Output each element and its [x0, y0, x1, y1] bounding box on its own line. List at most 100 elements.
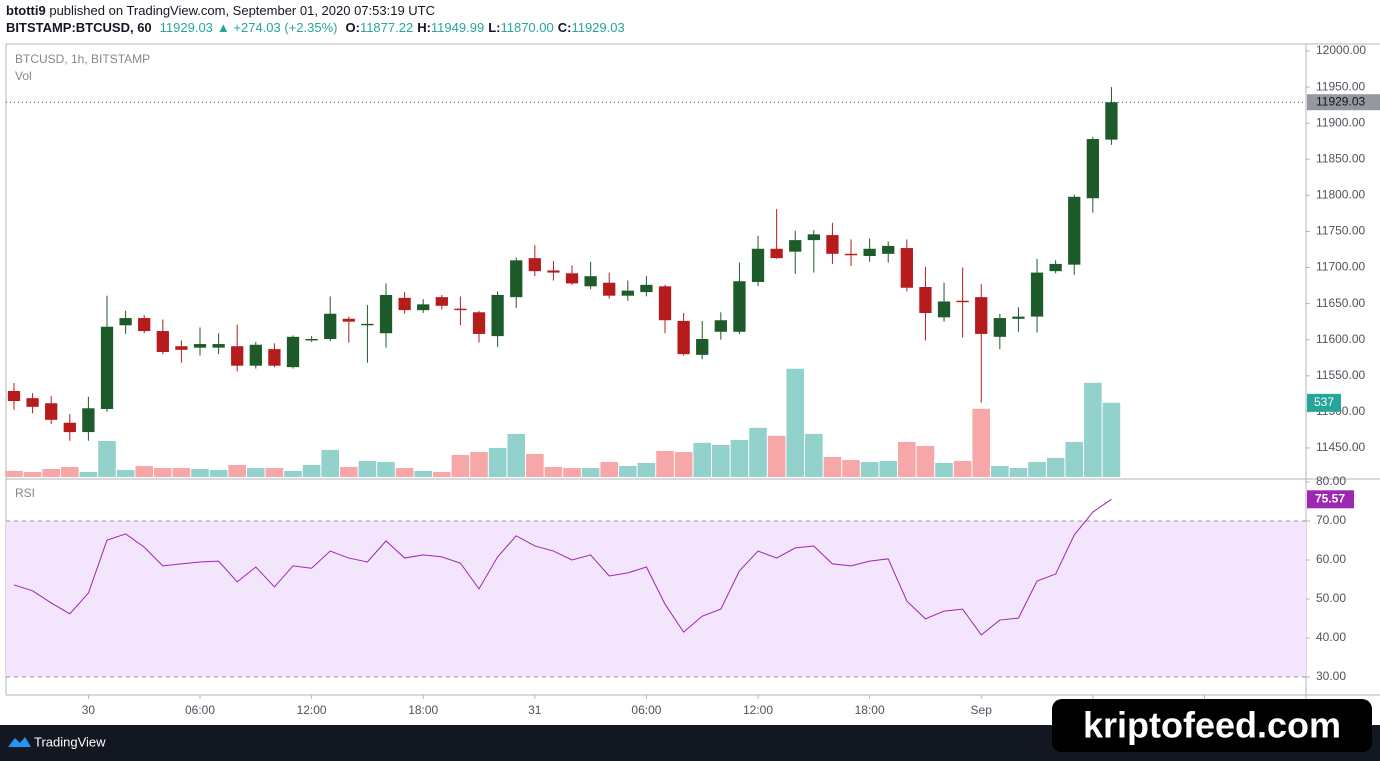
volume-bar — [1084, 382, 1102, 477]
volume-bar — [656, 450, 674, 477]
volume-bar — [1102, 402, 1121, 477]
ohlc-value: 11877.22 — [360, 20, 413, 35]
candle-body — [528, 258, 541, 272]
symbol: BITSTAMP:BTCUSD, 60 — [6, 20, 152, 35]
watermark-box — [1052, 699, 1372, 752]
y-tick-label: 60.00 — [1316, 552, 1346, 566]
volume-bar — [805, 433, 823, 477]
volume-bar — [247, 468, 265, 477]
y-tick-label: 11450.00 — [1316, 440, 1365, 454]
x-tick-label: 12:00 — [743, 703, 773, 717]
candle-body — [1030, 272, 1044, 317]
y-tick-label: 11600.00 — [1316, 332, 1365, 346]
volume-bar — [488, 448, 507, 477]
ohlc-value: 11949.99 — [431, 20, 484, 35]
volume-bar — [135, 465, 154, 477]
candle-body — [175, 346, 188, 350]
volume-bar — [451, 454, 470, 477]
candle-body — [361, 323, 374, 326]
x-tick-label: 31 — [528, 703, 542, 717]
y-tick-label: 80.00 — [1316, 474, 1346, 488]
volume-bar — [284, 470, 302, 477]
volume-bar — [619, 465, 637, 477]
volume-bar — [637, 462, 656, 477]
volume-bar — [935, 462, 953, 477]
candle-body — [547, 270, 560, 273]
candle-body — [435, 297, 448, 306]
candle-body — [882, 245, 895, 254]
volume-bar — [265, 468, 284, 477]
x-tick-label: 18:00 — [408, 703, 438, 717]
volume-bar — [693, 442, 712, 477]
candle-body — [454, 308, 467, 311]
volume-bar — [674, 452, 693, 477]
candle-body — [640, 284, 653, 293]
candle-body — [417, 304, 430, 311]
volume-bar — [79, 472, 98, 477]
candle-body — [621, 290, 634, 296]
brand[interactable]: TradingView — [34, 734, 106, 749]
volume-bar — [1009, 468, 1028, 477]
candle-body — [826, 235, 839, 254]
y-tick-label: 11900.00 — [1316, 115, 1365, 129]
y-tick-label: 30.00 — [1316, 669, 1346, 683]
publisher: btotti9 — [6, 3, 46, 18]
volume-bar — [767, 435, 786, 477]
volume-bar — [116, 469, 135, 477]
candle-body — [249, 344, 262, 366]
volume-bar — [898, 441, 916, 477]
candle-body — [472, 312, 486, 334]
candle-body — [286, 336, 300, 368]
candle-body — [342, 318, 355, 322]
candle-body — [565, 273, 579, 284]
candle-body — [1068, 196, 1081, 265]
x-tick-label: 18:00 — [855, 703, 885, 717]
candle-body — [714, 320, 727, 332]
volume-bar — [209, 469, 228, 477]
candle-body — [863, 248, 876, 256]
candle-body — [379, 294, 393, 334]
volume-bar — [228, 464, 247, 477]
change: ▲ +274.03 (+2.35%) — [217, 20, 338, 35]
volume-bar — [340, 466, 358, 477]
volume-bar — [42, 468, 60, 477]
candle-body — [975, 297, 988, 334]
x-tick-label: Sep — [971, 703, 993, 717]
candle-body — [510, 260, 523, 298]
volume-bar — [1028, 461, 1046, 477]
candle-body — [63, 422, 76, 433]
candle-body — [7, 390, 21, 402]
x-tick-label: 12:00 — [297, 703, 327, 717]
ohlc-label: L: — [488, 20, 500, 35]
volume-bar — [98, 440, 116, 477]
rsi-label: 75.57 — [1315, 491, 1345, 505]
candle-body — [770, 248, 783, 259]
candle-body — [844, 253, 858, 256]
last-price: 11929.03 — [160, 20, 213, 35]
volume-label: 537 — [1314, 395, 1334, 409]
y-tick-label: 11800.00 — [1316, 188, 1365, 202]
candle-body — [900, 248, 913, 288]
ohlc-value: 11929.03 — [571, 20, 624, 35]
last-price-label: 11929.03 — [1316, 94, 1365, 108]
watermark: kriptofeed.com — [1083, 705, 1341, 746]
brand-logo — [8, 737, 31, 747]
candle-body — [733, 281, 746, 332]
volume-bar — [302, 464, 321, 477]
volume-bar — [172, 468, 191, 477]
volume-bar — [60, 466, 79, 477]
ohlc-label: O: — [345, 20, 359, 35]
y-tick-label: 70.00 — [1316, 513, 1346, 527]
volume-bar — [823, 456, 842, 477]
last-price-box — [1307, 94, 1380, 111]
candle-body — [1105, 102, 1118, 140]
candle-body — [45, 403, 58, 420]
candle-body — [1012, 316, 1025, 319]
candle-body — [584, 276, 597, 287]
volume-bar — [581, 468, 600, 477]
volume-bar — [377, 461, 395, 477]
candle-body — [1086, 139, 1099, 199]
volume-bar — [191, 468, 209, 477]
volume-bar — [321, 449, 340, 477]
